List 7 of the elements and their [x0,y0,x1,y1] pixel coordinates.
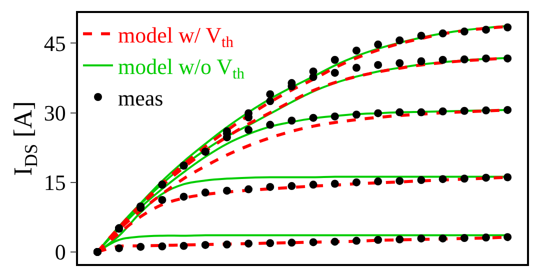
y-tick-label: 15 [44,170,66,196]
legend-label: model w/o V$_{th}$ [118,54,245,83]
y-tick-label: 0 [54,240,66,265]
y-tick-label: 30 [44,100,66,126]
legend-label: model w/ V$_{th}$ [118,22,234,51]
legend-label: meas [118,86,164,111]
y-tick-label: 45 [44,30,66,56]
